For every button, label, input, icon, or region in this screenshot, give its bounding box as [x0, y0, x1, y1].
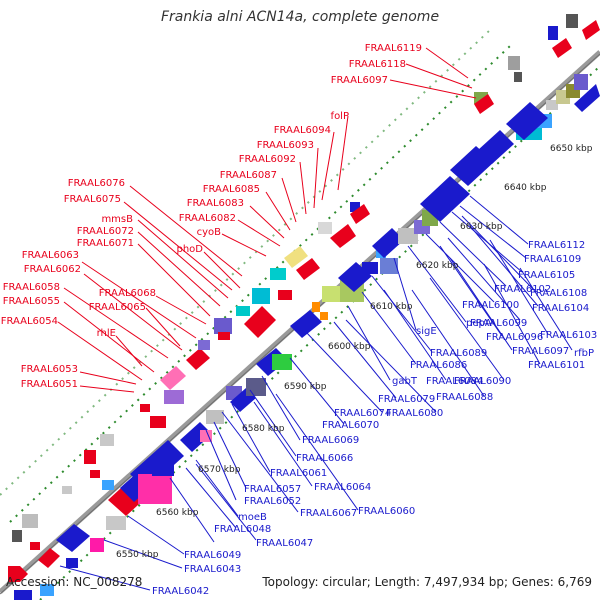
red-gene-label: FRAAL6072: [77, 226, 134, 237]
blue-leader-lines: [59, 195, 573, 591]
blue-gene-label: FRAAL6067: [300, 508, 357, 519]
outer-dotted-guides: [0, 29, 600, 600]
blue-gene-label: FRAAL6090: [454, 376, 511, 387]
kbp-label: 6590 kbp: [284, 382, 327, 392]
red-gene-label: FRAAL6075: [64, 194, 121, 205]
blue-gene-label: FRAAL6060: [358, 506, 415, 517]
red-gene-label: FRAAL6063: [22, 250, 79, 261]
blue-gene-labels: FRAAL6112FRAAL6109FRAAL6105FRAAL6102FRAA…: [152, 240, 597, 597]
red-gene-label: FRAAL6065: [89, 302, 146, 313]
blue-gene-label: FRAAL6064: [314, 482, 371, 493]
reverse-strand-genes: [14, 74, 600, 600]
blue-gene-label: FRAAL6079: [378, 394, 435, 405]
red-gene-label: FRAAL6068: [99, 288, 156, 299]
blue-gene-label: sigE: [416, 326, 437, 337]
red-gene-label: FRAAL6082: [179, 213, 236, 224]
kbp-label: 6620 kbp: [416, 261, 459, 271]
forward-strand-genes: [8, 14, 600, 582]
red-gene-label: FRAAL6085: [203, 184, 260, 195]
blue-gene-label: FRAAL6061: [270, 468, 327, 479]
kbp-label: 6650 kbp: [550, 144, 593, 154]
red-gene-label: FRAAL6051: [21, 379, 78, 390]
red-gene-label: FRAAL6058: [3, 282, 60, 293]
blue-gene-label: FRAAL6102: [494, 284, 551, 295]
red-gene-labels: FRAAL6119 FRAAL6118 FRAAL6097 folPFRAAL6094…: [1, 43, 422, 390]
blue-gene-label: FRAAL6088: [436, 392, 493, 403]
kbp-label: 6550 kbp: [116, 550, 159, 560]
red-gene-label: FRAAL6097: [331, 75, 388, 86]
blue-gene-label: FRAAL6052: [244, 496, 301, 507]
red-gene-label: FRAAL6118: [349, 59, 406, 70]
blue-gene-label: FRAAL6105: [518, 270, 575, 281]
blue-gene-label: FRAAL6112: [528, 240, 585, 251]
blue-gene-label: FRAAL6066: [296, 453, 353, 464]
blue-gene-label: FRAAL6057: [244, 484, 301, 495]
blue-gene-label: FRAAL6100: [462, 300, 519, 311]
blue-gene-label: pepA: [466, 318, 492, 329]
red-gene-label: FRAAL6087: [220, 170, 277, 181]
genome-title: Frankia alni ACN14a, complete genome: [160, 9, 440, 25]
red-gene-label: FRAAL6076: [68, 178, 125, 189]
blue-gene-label: FRAAL6099: [470, 318, 527, 329]
red-gene-label: cyoB: [197, 227, 222, 238]
blue-gene-label: moeB: [238, 512, 267, 523]
blue-gene-label: FRAAL6048: [214, 524, 271, 535]
blue-gene-label: FRAAL6074: [334, 408, 391, 419]
blue-gene-label: FRAAL6069: [302, 435, 359, 446]
kbp-label: 6600 kbp: [328, 342, 371, 352]
kbp-label: 6580 kbp: [242, 424, 285, 434]
kbp-label: 6560 kbp: [156, 508, 199, 518]
blue-gene-label: FRAAL6080: [386, 408, 443, 419]
red-gene-label: folP: [331, 111, 349, 122]
red-gene-label: FRAAL6054: [1, 316, 58, 327]
blue-gene-label: FRAAL6103: [540, 330, 597, 341]
red-gene-label: FRAAL6093: [257, 140, 314, 151]
red-leader-lines: [57, 47, 477, 393]
blue-gene-label: rfbP: [574, 348, 594, 359]
red-gene-label: FRAAL6071: [77, 238, 134, 249]
red-gene-label: FRAAL6119: [365, 43, 422, 54]
blue-gene-label: FRAAL6043: [184, 564, 241, 575]
blue-gene-label: gabT: [392, 376, 418, 387]
accession-text: Accession: NC_008278: [6, 575, 143, 589]
red-gene-label: FRAAL6092: [239, 154, 296, 165]
blue-gene-label: FRAAL6042: [152, 586, 209, 597]
blue-gene-label: FRAAL6047: [256, 538, 313, 549]
red-gene-label: rhlE: [97, 328, 116, 339]
kbp-label: 6570 kbp: [198, 465, 241, 475]
kbp-label: 6610 kbp: [370, 302, 413, 312]
red-gene-label: FRAAL6062: [24, 264, 81, 275]
kbp-labels: 6550 kbp 6560 kbp 6570 kbp 6580 kbp 6590 kbp…: [116, 144, 593, 560]
blue-gene-label: FRAAL6096: [486, 332, 543, 343]
red-gene-label: mmsB: [101, 214, 133, 225]
blue-gene-label: FRAAL6070: [322, 420, 379, 431]
red-gene-label: FRAAL6055: [3, 296, 60, 307]
blue-gene-label: FRAAL6084: [426, 376, 483, 387]
blue-gene-label: FRAAL6104: [532, 303, 589, 314]
blue-gene-label: FRAAL6097: [512, 346, 569, 357]
blue-gene-label: FRAAL6101: [528, 360, 585, 371]
red-gene-label: FRAAL6053: [21, 364, 78, 375]
blue-gene-label: FRAAL6108: [530, 288, 587, 299]
red-gene-label: FRAAL6094: [274, 125, 331, 136]
blue-gene-label: FRAAL6109: [524, 254, 581, 265]
red-gene-label: FRAAL6083: [187, 198, 244, 209]
topology-text: Topology: circular; Length: 7,497,934 bp…: [262, 575, 592, 589]
kbp-label: 6630 kbp: [460, 222, 503, 232]
blue-gene-label: FRAAL6049: [184, 550, 241, 561]
blue-gene-label: FRAAL6089: [430, 348, 487, 359]
kbp-label: 6640 kbp: [504, 183, 547, 193]
red-gene-label: phoD: [176, 244, 203, 255]
blue-gene-label: FRAAL6086: [410, 360, 467, 371]
